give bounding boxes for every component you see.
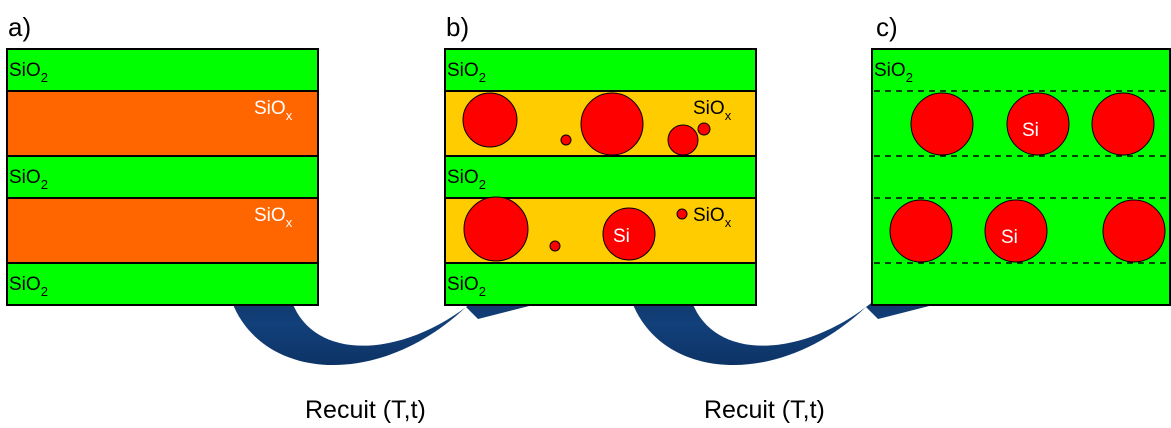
si-particle (602, 207, 656, 261)
si-particle (1006, 92, 1070, 156)
si-particle (984, 199, 1048, 263)
sio2-label: SiO2 (9, 60, 48, 85)
panel-label-b: b) (446, 12, 469, 42)
si-label: Si (1001, 227, 1018, 248)
si-particle (549, 240, 561, 252)
sio2-layer (444, 48, 757, 92)
si-particle (667, 124, 699, 156)
si-particle (1091, 92, 1155, 156)
si-particle (697, 122, 711, 136)
sio2-label: SiO2 (447, 167, 486, 192)
siox-label: SiOx (254, 205, 293, 230)
siox-label: SiOx (254, 98, 293, 123)
siox-label: SiOx (693, 98, 732, 123)
si-particle (910, 92, 974, 156)
panel-label-a: a) (8, 12, 31, 42)
si-particle (462, 92, 518, 148)
sio2-label: SiO2 (447, 60, 486, 85)
sio2-layer (6, 262, 319, 306)
sio2-label: SiO2 (9, 274, 48, 299)
si-particle (463, 196, 529, 262)
si-particle (1102, 199, 1166, 263)
sio2-layer (444, 262, 757, 306)
annealing-step-label: Recuit (T,t) (704, 396, 825, 424)
siox-label: SiOx (693, 205, 732, 230)
si-particle (560, 134, 572, 146)
annealing-step-label: Recuit (T,t) (305, 396, 426, 424)
panel-c: Si Si SiO2 (871, 48, 1171, 306)
panel-a: SiO2 SiOx SiO2 SiOx SiO2 (6, 48, 319, 306)
si-label: Si (1022, 120, 1039, 141)
panel-label-c: c) (876, 12, 898, 42)
arrow-icon-step-1 (232, 262, 545, 366)
arrow-icon-step-2 (632, 262, 945, 366)
si-particle (580, 92, 644, 156)
sio2-layer (6, 48, 319, 92)
si-label: Si (613, 226, 630, 247)
sio2-label: SiO2 (447, 274, 486, 299)
sio2-layer (444, 155, 757, 199)
si-particle (676, 208, 688, 220)
siox-layer (6, 90, 319, 157)
si-particle (889, 199, 953, 263)
sio2-matrix (871, 48, 1171, 306)
sio2-label: SiO2 (874, 60, 913, 85)
panel-b: Si SiO2 SiOx SiO2 SiOx SiO2 (444, 48, 757, 306)
siox-layer (6, 197, 319, 264)
sio2-label: SiO2 (9, 167, 48, 192)
sio2-layer (6, 155, 319, 199)
